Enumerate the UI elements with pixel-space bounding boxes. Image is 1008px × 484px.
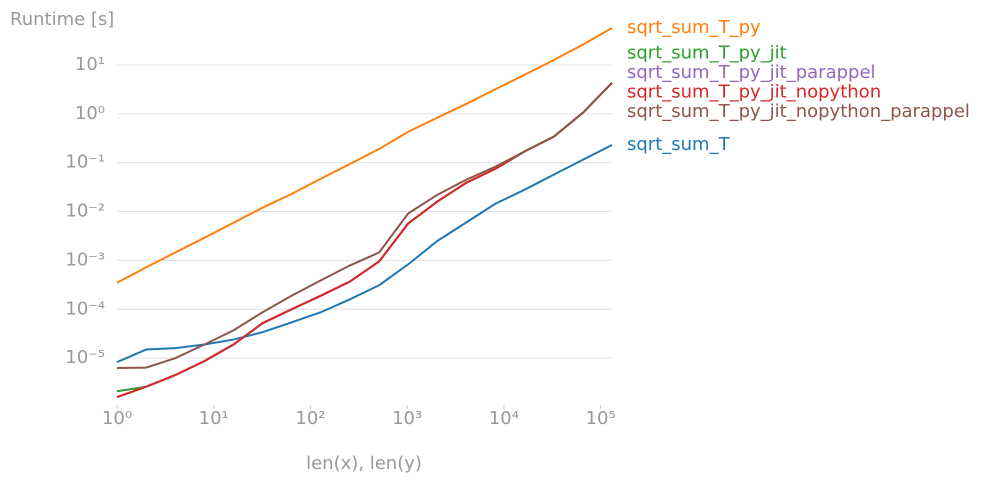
legend-label: sqrt_sum_T	[627, 134, 731, 155]
y-tick-label: 10¹	[75, 54, 105, 75]
x-tick-label: 10⁰	[102, 408, 132, 429]
y-tick-label: 10⁻²	[65, 201, 105, 222]
series-line	[116, 144, 613, 364]
series-line	[116, 82, 613, 393]
legend-label: sqrt_sum_T_py_jit_parappel	[627, 62, 876, 83]
y-tick-label: 10⁻⁵	[65, 347, 105, 368]
x-axis-label: len(x), len(y)	[306, 453, 422, 474]
y-tick-label: 10⁻³	[65, 249, 105, 270]
y-tick-label: 10⁻⁴	[65, 298, 105, 319]
series-line	[116, 27, 613, 284]
legend-label: sqrt_sum_T_py	[627, 17, 761, 38]
series-line	[116, 82, 613, 369]
y-tick-label: 10⁻¹	[65, 152, 105, 173]
x-tick-label: 10³	[392, 408, 422, 429]
legend-label: sqrt_sum_T_py_jit_nopython_parappel	[627, 101, 970, 122]
x-tick-label: 10¹	[199, 408, 229, 429]
x-tick-label: 10²	[295, 408, 325, 429]
y-tick-label: 10⁰	[75, 103, 105, 124]
legend-label: sqrt_sum_T_py_jit_nopython	[627, 82, 881, 103]
y-axis-label: Runtime [s]	[10, 9, 114, 30]
x-tick-label: 10⁴	[489, 408, 519, 429]
legend-label: sqrt_sum_T_py_jit	[627, 43, 787, 64]
x-tick-label: 10⁵	[586, 408, 616, 429]
